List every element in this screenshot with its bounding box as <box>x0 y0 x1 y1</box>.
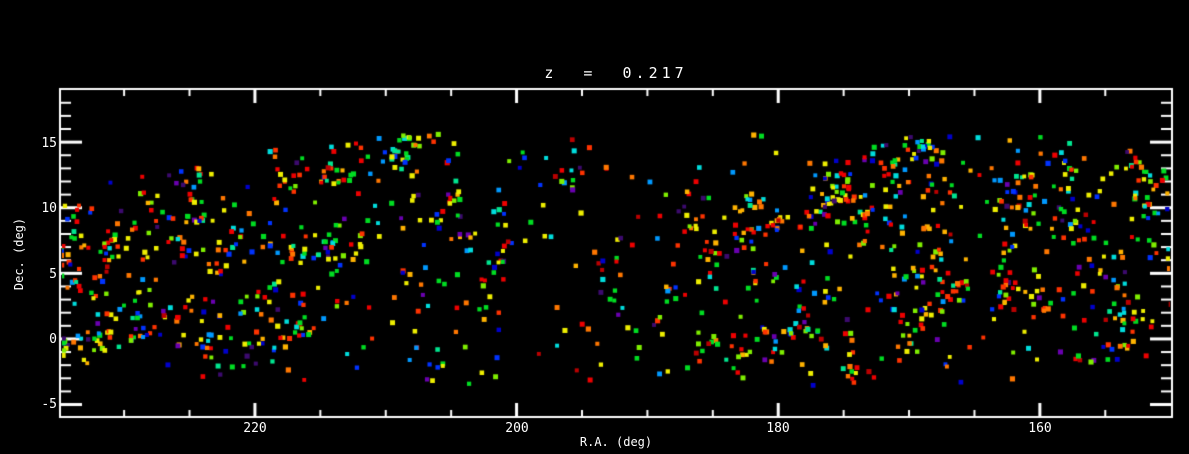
y-tick-label-neg5: -5 <box>41 397 57 412</box>
x-tick-label-160: 160 <box>1028 421 1052 436</box>
y-tick-label-5: 5 <box>49 267 57 282</box>
y-axis-label: Dec. (deg) <box>12 217 26 291</box>
chart-title: z = 0.217 <box>544 64 688 82</box>
y-tick-label-15: 15 <box>41 136 57 151</box>
x-axis-label: R.A. (deg) <box>579 435 653 449</box>
x-tick-label-220: 220 <box>243 421 267 436</box>
x-tick-label-200: 200 <box>505 421 529 436</box>
y-tick-label-10: 10 <box>41 201 57 216</box>
y-tick-label-0: 0 <box>49 332 57 347</box>
x-tick-label-180: 180 <box>766 421 790 436</box>
